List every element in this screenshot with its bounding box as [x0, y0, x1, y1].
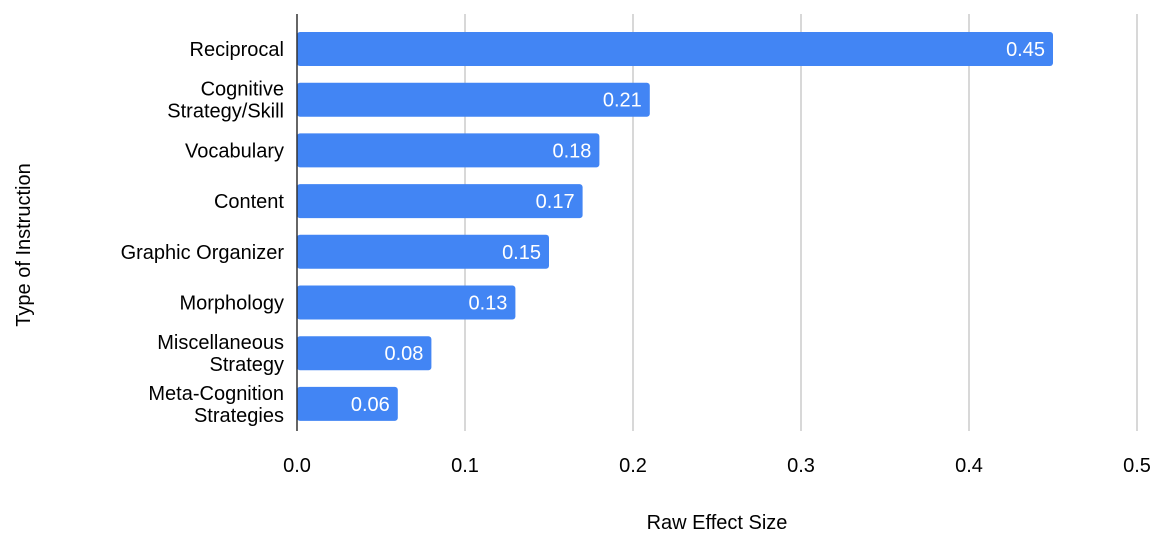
category-label-line: Morphology: [179, 293, 284, 315]
category-label: Meta-Cognition Strategies: [148, 383, 284, 427]
category-label-line: Meta-Cognition: [148, 383, 284, 405]
category-labels: Reciprocal Cognitive Strategy/Skill Vocabul…: [121, 39, 285, 427]
x-tick-label: 0.0: [283, 455, 311, 477]
bar: [297, 285, 516, 320]
category-label-line: Strategy: [210, 354, 284, 376]
y-axis-title: Type of Instruction: [13, 163, 35, 326]
bar: [297, 336, 432, 371]
category-label-line: Graphic Organizer: [121, 242, 285, 264]
x-tick-label: 0.4: [955, 455, 983, 477]
x-tick-label: 0.5: [1123, 455, 1151, 477]
bar-value-label: 0.06: [351, 394, 390, 416]
x-tick-label: 0.2: [619, 455, 647, 477]
bar: [297, 234, 549, 269]
x-tick-label: 0.3: [787, 455, 815, 477]
gridlines: [464, 14, 1138, 431]
bars: [297, 32, 1053, 421]
category-label-line: Strategy/Skill: [167, 101, 284, 123]
x-tick-labels: 0.0 0.1 0.2 0.3 0.4 0.5: [283, 455, 1151, 477]
bar: [297, 32, 1053, 66]
x-axis-title: Raw Effect Size: [647, 512, 788, 533]
category-label-line: Vocabulary: [185, 140, 284, 162]
bar: [297, 184, 583, 219]
bar: [297, 133, 600, 168]
category-label: Reciprocal: [190, 39, 284, 61]
category-label: Vocabulary: [185, 140, 284, 162]
data-labels: 0.45 0.21 0.18 0.17 0.15 0.13 0.08 0.06: [351, 39, 1045, 416]
category-label: Morphology: [179, 293, 284, 315]
bar-value-label: 0.17: [536, 191, 575, 213]
category-label-line: Miscellaneous: [157, 332, 284, 354]
category-label-line: Content: [214, 191, 284, 213]
bar-value-label: 0.45: [1006, 39, 1045, 61]
category-label: Miscellaneous Strategy: [157, 332, 284, 376]
category-label-line: Strategies: [194, 405, 284, 427]
category-label-line: Reciprocal: [190, 39, 284, 61]
bar: [297, 386, 398, 421]
bar-value-label: 0.08: [384, 343, 423, 365]
bar-value-label: 0.18: [552, 140, 591, 162]
category-label: Graphic Organizer: [121, 242, 285, 264]
x-tick-label: 0.1: [451, 455, 479, 477]
category-label: Content: [214, 191, 284, 213]
bar-value-label: 0.13: [468, 293, 507, 315]
bar: [297, 82, 650, 117]
category-label: Cognitive Strategy/Skill: [167, 79, 284, 123]
bar-value-label: 0.21: [603, 90, 642, 112]
category-label-line: Cognitive: [201, 79, 284, 101]
bar-value-label: 0.15: [502, 242, 541, 264]
